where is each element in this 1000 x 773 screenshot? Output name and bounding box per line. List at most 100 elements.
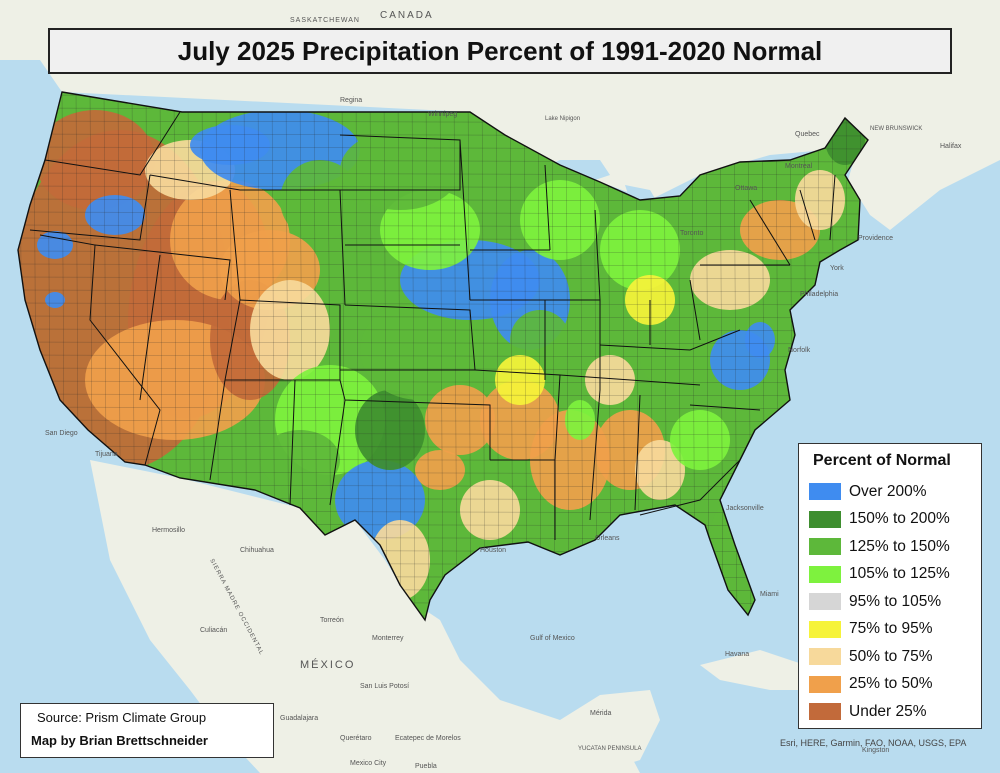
legend-swatch: [809, 675, 841, 693]
county-line: [18, 224, 868, 228]
label-monterrey: Monterrey: [372, 635, 404, 642]
county-line: [18, 445, 868, 449]
county-line: [425, 92, 430, 620]
precip-region: [510, 310, 570, 370]
label-puebla: Puebla: [415, 763, 437, 770]
county-line: [33, 92, 38, 620]
label-winnipeg: Winnipeg: [428, 111, 457, 118]
county-line: [18, 263, 868, 267]
label-mexico: MÉXICO: [300, 658, 355, 671]
county-line: [439, 92, 444, 620]
legend-label: Under 25%: [849, 702, 927, 720]
county-line: [453, 92, 458, 620]
label-norfolk: Norfolk: [788, 347, 811, 354]
legend-label: 75% to 95%: [849, 620, 933, 638]
county-line: [18, 185, 868, 189]
county-line: [397, 92, 402, 620]
label-new-brunswick: NEW BRUNSWICK: [870, 126, 922, 132]
legend-label: 50% to 75%: [849, 647, 933, 665]
county-line: [509, 92, 514, 620]
county-line: [18, 393, 868, 397]
legend-item: 50% to 75%: [809, 643, 971, 671]
legend-swatch: [809, 510, 841, 528]
legend-item: 105% to 125%: [809, 561, 971, 589]
us-outline: [17, 91, 869, 622]
precip-region: [260, 430, 340, 490]
label-houston: Houston: [480, 547, 506, 554]
county-line: [18, 341, 868, 345]
legend-swatch: [809, 593, 841, 611]
legend-item: Over 200%: [809, 478, 971, 506]
legend-title: Percent of Normal: [813, 452, 951, 469]
county-line: [18, 302, 868, 306]
precip-region: [530, 410, 610, 510]
precip-region: [190, 125, 270, 165]
label-ottawa: Ottawa: [735, 185, 757, 192]
county-line: [565, 92, 570, 620]
precip-region: [250, 280, 330, 380]
label-chihuahua: Chihuahua: [240, 547, 274, 554]
precip-region: [745, 322, 775, 358]
credit-author: Map by Brian Brettschneider: [31, 733, 208, 748]
legend-label: 125% to 150%: [849, 537, 950, 555]
county-line: [719, 92, 724, 620]
legend-item: 75% to 95%: [809, 616, 971, 644]
precip-region: [600, 210, 680, 290]
precip-region: [335, 460, 425, 540]
county-line: [18, 328, 868, 332]
map-title: July 2025 Precipitation Percent of 1991-…: [48, 28, 952, 74]
label-hermosillo: Hermosillo: [152, 527, 185, 534]
legend-item: Under 25%: [809, 698, 971, 726]
county-line: [18, 367, 868, 371]
label-mexico-city: Mexico City: [350, 760, 387, 767]
legend-swatch: [809, 703, 841, 721]
credit-box: Source: Prism Climate Group Map by Brian…: [20, 703, 274, 758]
legend-items: Over 200% 150% to 200% 125% to 150% 105%…: [809, 478, 971, 726]
precip-region: [495, 355, 545, 405]
label-ecatepec: Ecatepec de Morelos: [395, 735, 461, 742]
county-line: [18, 172, 868, 176]
label-lake-nipigon: Lake Nipigon: [545, 116, 580, 122]
legend-item: 95% to 105%: [809, 588, 971, 616]
label-philadelphia: Philadelphia: [800, 291, 838, 298]
precip-region: [640, 330, 720, 390]
label-torreon: Torreón: [320, 617, 344, 624]
county-line: [481, 92, 486, 620]
county-line: [18, 419, 868, 423]
label-queretaro: Querétaro: [340, 735, 372, 742]
state-boundaries: [29, 111, 836, 540]
label-halifax: Halifax: [940, 143, 962, 150]
precip-region: [360, 300, 480, 400]
label-kingston: Kingston: [862, 747, 889, 754]
precip-region: [85, 195, 145, 235]
county-line: [18, 380, 868, 384]
label-culiacan: Culiacán: [200, 627, 227, 634]
label-yucatan: YUCATAN PENINSULA: [578, 746, 641, 752]
label-regina: Regina: [340, 97, 362, 104]
county-line: [579, 92, 584, 620]
county-line: [523, 92, 528, 620]
county-line: [18, 211, 868, 215]
label-saskatchewan: SASKATCHEWAN: [290, 17, 360, 24]
precip-region: [520, 180, 600, 260]
county-line: [495, 92, 500, 620]
county-line: [383, 92, 388, 620]
county-line: [18, 354, 868, 358]
label-york: York: [830, 265, 844, 272]
precip-region: [45, 292, 65, 308]
attribution: Esri, HERE, Garmin, FAO, NOAA, USGS, EPA: [780, 738, 967, 748]
county-line: [18, 458, 868, 462]
label-san-luis-potosi: San Luis Potosí: [360, 683, 409, 690]
legend-swatch: [809, 483, 841, 501]
credit-source: Source: Prism Climate Group: [37, 710, 207, 725]
county-line: [10, 628, 880, 630]
legend: Percent of Normal Over 200% 150% to 200%…: [798, 443, 982, 729]
county-line: [18, 237, 868, 241]
precip-region: [415, 450, 465, 490]
legend-label: 95% to 105%: [849, 592, 942, 610]
label-guadalajara: Guadalajara: [280, 715, 318, 722]
precip-region: [355, 390, 425, 470]
label-san-diego: San Diego: [45, 430, 78, 437]
